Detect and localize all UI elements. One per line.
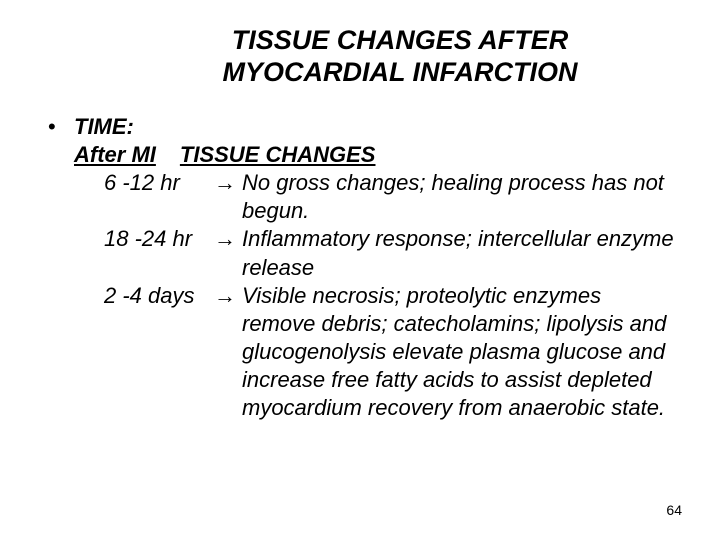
- time-label: 18 -24 hr: [104, 225, 214, 281]
- arrow-icon: →: [214, 282, 242, 423]
- time-row: 18 -24 hr → Inflammatory response; inter…: [104, 225, 680, 281]
- time-heading: TIME:: [74, 113, 680, 141]
- time-description: Inflammatory response; intercellular enz…: [242, 225, 680, 281]
- slide-container: TISSUE CHANGES AFTER MYOCARDIAL INFARCTI…: [0, 0, 720, 540]
- page-number: 64: [666, 502, 682, 518]
- time-label: 2 -4 days: [104, 282, 214, 423]
- slide-title: TISSUE CHANGES AFTER MYOCARDIAL INFARCTI…: [120, 24, 680, 89]
- bullet-marker: •: [40, 113, 74, 423]
- bullet-item: • TIME: After MI TISSUE CHANGES 6 -12 hr …: [40, 113, 680, 423]
- time-description: Visible necrosis; proteolytic enzymes re…: [242, 282, 680, 423]
- arrow-icon: →: [214, 169, 242, 225]
- time-description: No gross changes; healing process has no…: [242, 169, 680, 225]
- bullet-content: TIME: After MI TISSUE CHANGES 6 -12 hr → …: [74, 113, 680, 423]
- subheading-row: After MI TISSUE CHANGES: [74, 141, 680, 169]
- title-line-1: TISSUE CHANGES AFTER: [120, 24, 680, 56]
- time-row: 2 -4 days → Visible necrosis; proteolyti…: [104, 282, 680, 423]
- title-line-2: MYOCARDIAL INFARCTION: [120, 56, 680, 88]
- subhead-left: After MI: [74, 142, 156, 167]
- time-label: 6 -12 hr: [104, 169, 214, 225]
- subhead-right: TISSUE CHANGES: [180, 142, 376, 167]
- time-row: 6 -12 hr → No gross changes; healing pro…: [104, 169, 680, 225]
- arrow-icon: →: [214, 225, 242, 281]
